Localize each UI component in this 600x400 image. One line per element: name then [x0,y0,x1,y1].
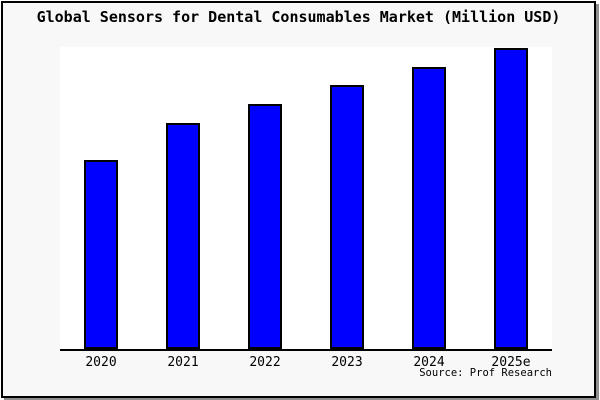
x-tick-label-2021: 2021 [167,355,199,370]
plot-area [60,47,552,351]
x-tick-label-2023: 2023 [331,355,363,370]
chart-title: Global Sensors for Dental Consumables Ma… [36,8,561,26]
bar-2021 [166,123,200,349]
x-tick-label-2022: 2022 [249,355,281,370]
x-tick-label-2020: 2020 [85,355,117,370]
bar-2023 [330,85,364,349]
source-attribution: Source: Prof Research [419,367,552,379]
bar-2024 [412,67,446,349]
x-tick-label-2024: 2024 [413,355,445,370]
bar-2020 [84,160,118,349]
bar-2025e [494,48,528,349]
x-tick-label-2025e: 2025e [491,355,531,370]
bar-2022 [248,104,282,349]
